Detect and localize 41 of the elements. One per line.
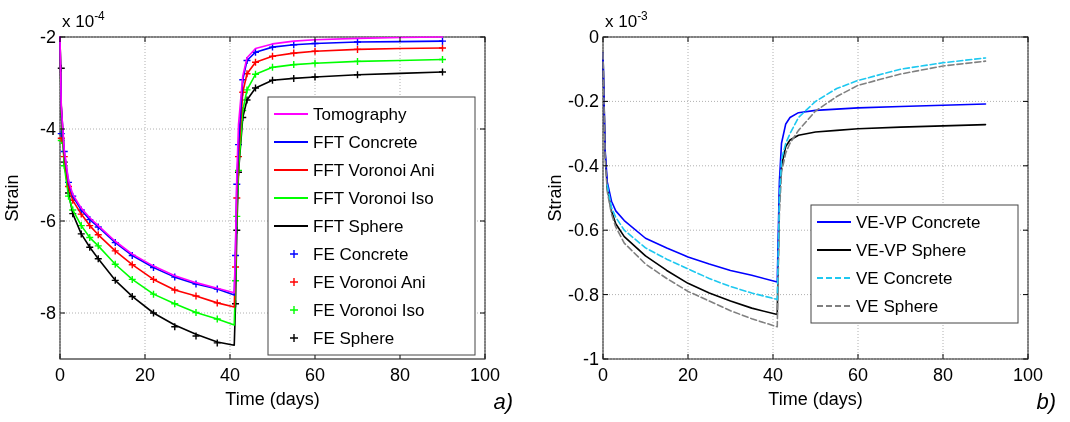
y-axis-title: Strain	[545, 174, 565, 222]
legend-label: FE Voronoi Iso	[313, 301, 425, 320]
x-tick-label: 20	[677, 365, 699, 385]
y-tick-label: -0.4	[567, 155, 599, 176]
legend-label: FE Sphere	[313, 329, 395, 348]
y-tick-label: -2	[39, 27, 56, 47]
y-tick-label: -1	[582, 349, 599, 369]
y-tick-label: -0.8	[567, 284, 599, 305]
x-tick-label: 40	[219, 365, 241, 385]
x-tick-label: 100	[469, 365, 501, 385]
x-tick-label: 80	[389, 365, 411, 385]
legend-label: FFT Voronoi Iso	[313, 189, 434, 208]
y-axis-title: Strain	[2, 174, 22, 222]
x-axis-title: Time (days)	[768, 389, 863, 409]
x-tick-label: 20	[134, 365, 156, 385]
legend-label: VE Sphere	[856, 297, 939, 316]
legend-label: Tomography	[313, 105, 408, 124]
text: a)	[493, 389, 513, 414]
legend-label: FFT Voronoi Ani	[313, 161, 435, 180]
y-tick-label: -8	[39, 303, 56, 323]
x-axis-title: Time (days)	[225, 389, 320, 409]
x-tick-label: 100	[1012, 365, 1044, 385]
text: x 10$^{-3}$	[605, 9, 649, 31]
y-tick-label: -6	[39, 211, 56, 231]
x-tick-label: 80	[932, 365, 954, 385]
legend-label: FE Voronoi Ani	[313, 273, 426, 292]
legend-label: VE-VP Sphere	[856, 241, 967, 260]
legend-label: VE Concrete	[856, 269, 953, 288]
x-tick-label: 60	[304, 365, 326, 385]
x-tick-label: 40	[762, 365, 784, 385]
y-tick-label: -0.6	[567, 220, 599, 241]
x-tick-label: 60	[847, 365, 869, 385]
y-tick-label: 0	[588, 27, 599, 47]
text: x 10$^{-4}$	[62, 9, 106, 31]
legend-label: FE Concrete	[313, 245, 409, 264]
y-tick-label: -0.2	[567, 91, 599, 112]
text: b)	[1036, 389, 1056, 414]
legend-label: FFT Sphere	[313, 217, 404, 236]
legend-label: VE-VP Concrete	[856, 213, 981, 232]
y-tick-label: -4	[39, 119, 56, 139]
legend-label: FFT Concrete	[313, 133, 418, 152]
